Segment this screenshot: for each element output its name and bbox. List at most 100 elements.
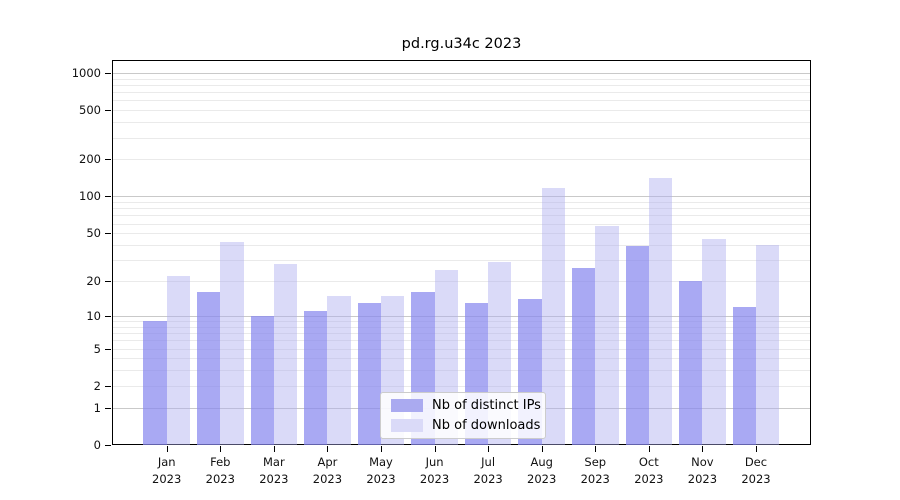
y-tick-label: 200 [79, 152, 101, 167]
y-tick-mark [105, 110, 111, 112]
y-tick-label: 0 [93, 438, 101, 452]
x-tick-mark [380, 446, 382, 452]
bar-distinct-ips-nov [679, 281, 703, 445]
bar-downloads-nov [702, 238, 726, 445]
bar-distinct-ips-sep [571, 267, 596, 445]
bar-downloads-feb [220, 242, 244, 445]
y-tick-label: 100 [79, 189, 101, 204]
minor-gridline [113, 358, 810, 360]
x-tick-mark [648, 446, 650, 452]
y-tick-label: 10 [86, 308, 101, 323]
y-tick-mark [105, 445, 111, 446]
bar-downloads-mar [273, 263, 298, 445]
x-tick-label: Mar 2023 [259, 455, 289, 486]
minor-gridline [113, 260, 810, 262]
minor-gridline [113, 340, 810, 342]
bar-distinct-ips-mar [250, 315, 274, 445]
legend-label-downloads: Nb of downloads [432, 418, 541, 433]
minor-gridline [113, 385, 810, 387]
x-tick-label: Jun 2023 [419, 455, 450, 486]
major-gridline [113, 72, 810, 74]
bar-distinct-ips-dec [732, 306, 756, 445]
y-tick-label: 5 [93, 341, 101, 356]
y-tick-label: 500 [79, 103, 101, 118]
minor-gridline [113, 84, 810, 86]
bar-distinct-ips-apr [304, 311, 328, 445]
minor-gridline [113, 78, 810, 80]
minor-gridline [113, 110, 810, 112]
bar-downloads-oct [648, 178, 673, 445]
minor-gridline [113, 100, 810, 102]
minor-gridline [113, 333, 810, 335]
bar-downloads-aug [541, 187, 565, 445]
bar-distinct-ips-jan [143, 321, 167, 445]
minor-gridline [113, 281, 810, 283]
x-tick-mark [434, 446, 436, 452]
x-tick-mark [273, 446, 275, 452]
x-tick-label: Aug 2023 [527, 455, 557, 486]
legend-swatch-downloads [391, 419, 423, 432]
minor-gridline [113, 245, 810, 246]
y-tick-mark [105, 233, 111, 235]
minor-gridline [113, 233, 810, 235]
bar-distinct-ips-may [357, 302, 381, 445]
x-tick-mark [220, 446, 222, 452]
minor-gridline [113, 223, 810, 225]
minor-gridline [113, 321, 810, 322]
minor-gridline [113, 159, 810, 161]
x-tick-mark [488, 446, 490, 452]
legend-item-distinct-ips: Nb of distinct IPs [391, 398, 541, 413]
x-tick-mark [166, 446, 168, 452]
y-tick-mark [105, 348, 111, 350]
x-tick-mark [541, 446, 543, 452]
x-tick-label: Jul 2023 [473, 455, 503, 486]
y-tick-label: 20 [86, 274, 101, 289]
minor-gridline [113, 137, 810, 139]
legend-item-downloads: Nb of downloads [391, 418, 540, 433]
x-tick-label: Feb 2023 [205, 455, 235, 486]
minor-gridline [113, 122, 810, 124]
y-tick-mark [105, 159, 111, 161]
y-tick-label: 1 [93, 400, 101, 415]
bar-distinct-ips-feb [196, 292, 221, 445]
y-tick-label: 50 [86, 226, 101, 241]
x-tick-mark [595, 446, 597, 452]
x-tick-mark [702, 446, 704, 452]
y-tick-mark [105, 281, 111, 283]
y-tick-mark [105, 385, 111, 387]
y-tick-mark [105, 72, 111, 74]
bar-distinct-ips-oct [625, 246, 649, 445]
minor-gridline [113, 326, 810, 328]
minor-gridline [113, 202, 810, 204]
bar-downloads-jan [166, 276, 190, 445]
minor-gridline [113, 348, 810, 350]
y-tick-label: 1000 [71, 65, 101, 80]
bar-downloads-apr [327, 295, 351, 445]
x-tick-mark [327, 446, 329, 452]
x-tick-mark [755, 446, 757, 452]
x-tick-label: Apr 2023 [312, 455, 343, 486]
plot-area [112, 60, 811, 445]
x-tick-label: Dec 2023 [741, 455, 771, 486]
y-tick-mark [105, 407, 111, 409]
minor-gridline [113, 370, 810, 372]
y-tick-label: 2 [93, 378, 101, 393]
legend-swatch-distinct-ips [391, 399, 423, 412]
x-tick-label: Sep 2023 [580, 455, 610, 486]
bar-downloads-dec [755, 245, 780, 445]
x-tick-label: Oct 2023 [634, 455, 664, 486]
chart-title: pd.rg.u34c 2023 [401, 36, 522, 52]
major-gridline [113, 196, 810, 198]
bar-downloads-sep [595, 226, 619, 445]
minor-gridline [113, 215, 810, 217]
x-tick-label: May 2023 [366, 455, 396, 486]
legend: Nb of distinct IPs Nb of downloads [380, 392, 546, 439]
x-tick-label: Jan 2023 [152, 455, 182, 486]
x-tick-label: Nov 2023 [687, 455, 718, 486]
y-tick-mark [105, 196, 111, 198]
legend-label-distinct-ips: Nb of distinct IPs [432, 398, 541, 413]
minor-gridline [113, 92, 810, 94]
minor-gridline [113, 208, 810, 210]
y-tick-mark [105, 315, 111, 317]
